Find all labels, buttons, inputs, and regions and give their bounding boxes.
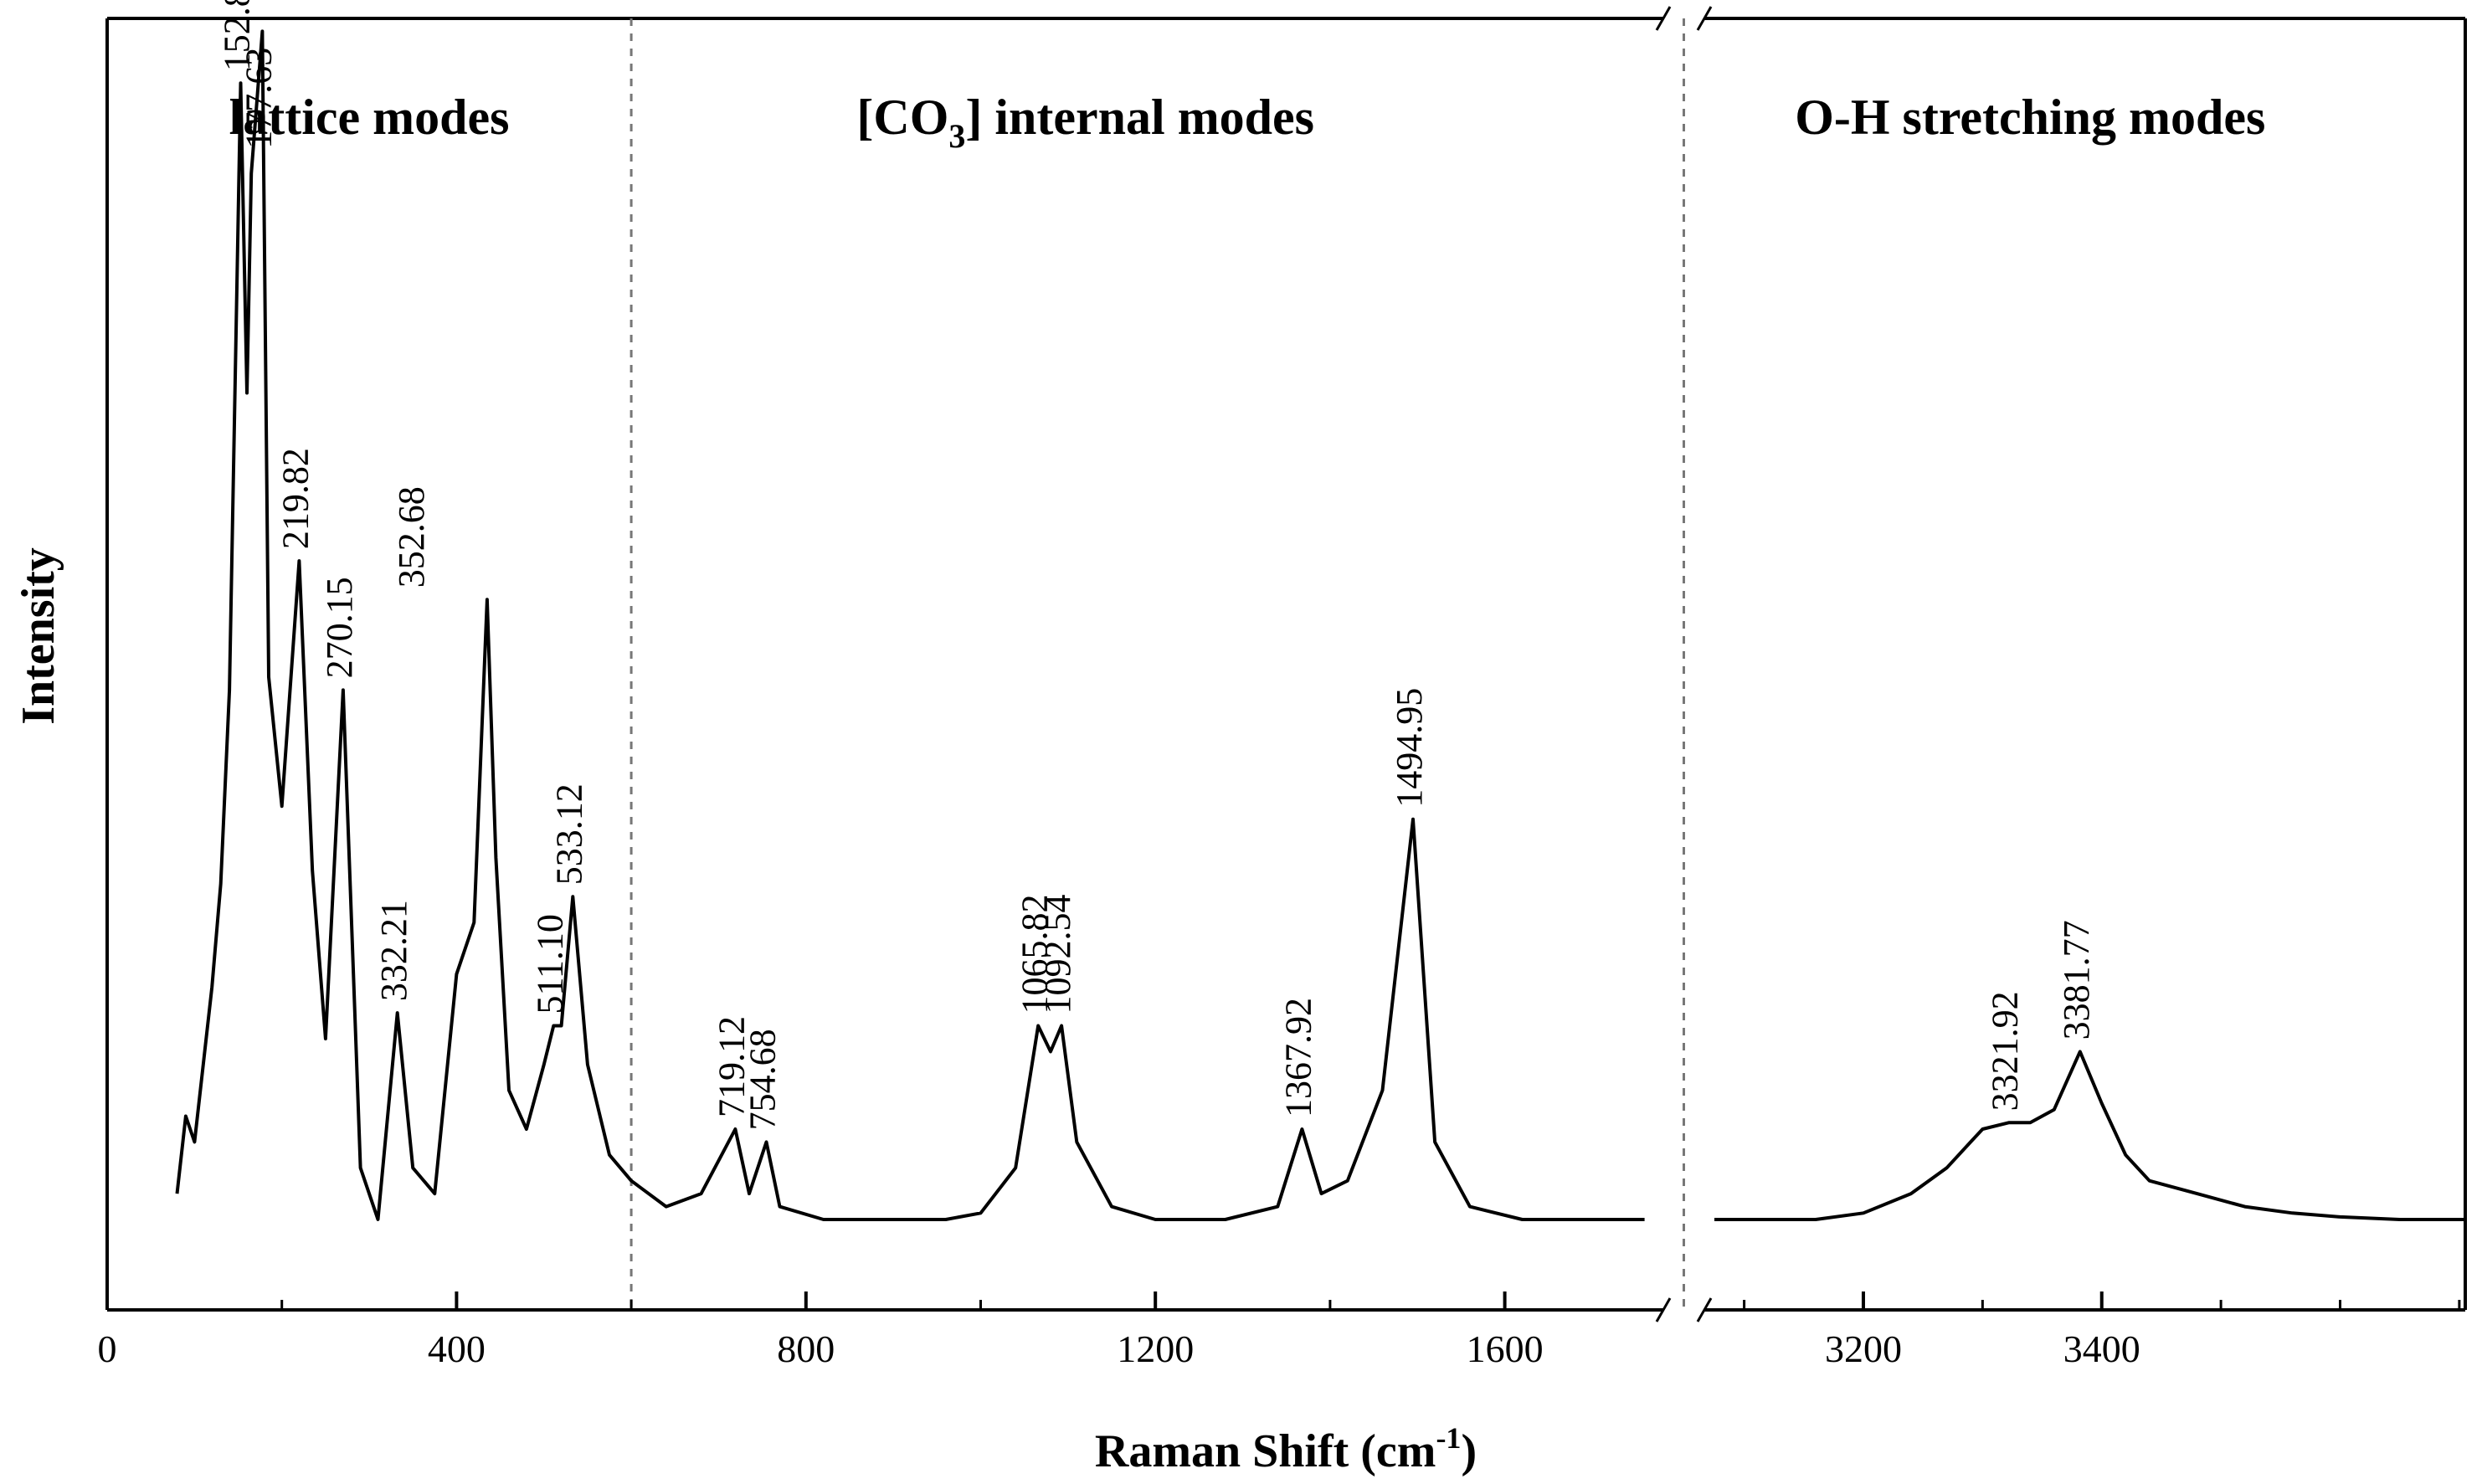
axis-break-mark (1696, 1297, 1713, 1322)
spectrum-line-segment-1 (175, 29, 1645, 1221)
x-tick-label: 1600 (1467, 1327, 1544, 1370)
axis-break-mark (1696, 6, 1713, 31)
region-labels: lattice modes [CO3] internal modes O-H str… (229, 90, 2266, 155)
peak-label: 3381.77 (2056, 920, 2097, 1040)
x-axis-label-superscript: -1 (1436, 1421, 1461, 1455)
region-label-2: [CO3] internal modes (856, 90, 1314, 155)
axis-ticks: 0 400 800 1200 1600 3200 3400 (98, 1291, 2461, 1370)
peak-label: 152.82 (217, 0, 258, 71)
region-label-3: O-H stretching modes (1795, 90, 2265, 145)
peak-label: 511.10 (529, 914, 570, 1014)
peak-label: 177.63 (239, 48, 280, 149)
region-label-1: lattice modes (229, 90, 510, 145)
series-group (175, 29, 2465, 1221)
plot-frame (105, 6, 2467, 1322)
peak-label: 270.15 (319, 577, 360, 678)
peak-label: 1092.54 (1037, 895, 1078, 1014)
region-label-text: ] internal modes (965, 90, 1314, 145)
peak-label: 1065.82 (1014, 895, 1055, 1014)
x-tick-label: 400 (428, 1327, 486, 1370)
x-tick-label: 3400 (2063, 1327, 2140, 1370)
peak-label: 719.12 (711, 1016, 752, 1117)
x-axis-label: Raman Shift (cm-1) (1095, 1421, 1477, 1477)
peak-label: 332.21 (373, 900, 414, 1001)
peak-label: 3321.92 (1985, 991, 2026, 1111)
axis-break-mark (1655, 1297, 1672, 1322)
x-axis-label-suffix: ) (1461, 1425, 1477, 1477)
x-axis-label-text: Raman Shift (cm (1095, 1425, 1436, 1477)
peak-label: 1367.92 (1277, 998, 1318, 1117)
region-dividers (629, 18, 1685, 1310)
x-tick-label: 800 (777, 1327, 835, 1370)
peak-label: 219.82 (275, 448, 316, 549)
region-label-text: [CO (856, 90, 948, 145)
axis-break-mark (1655, 6, 1672, 31)
peak-label: 1494.95 (1389, 688, 1430, 808)
x-tick-label: 1200 (1117, 1327, 1194, 1370)
y-axis-label: Intensity (13, 547, 64, 725)
x-tick-label: 0 (98, 1327, 117, 1370)
peak-label: 754.68 (743, 1029, 784, 1130)
x-tick-label: 3200 (1825, 1327, 1902, 1370)
peak-label: 352.68 (391, 486, 432, 588)
peak-label: 533.12 (548, 783, 589, 885)
spectrum-line-segment-2 (1714, 1050, 2465, 1221)
region-label-subscript: 3 (948, 117, 965, 155)
